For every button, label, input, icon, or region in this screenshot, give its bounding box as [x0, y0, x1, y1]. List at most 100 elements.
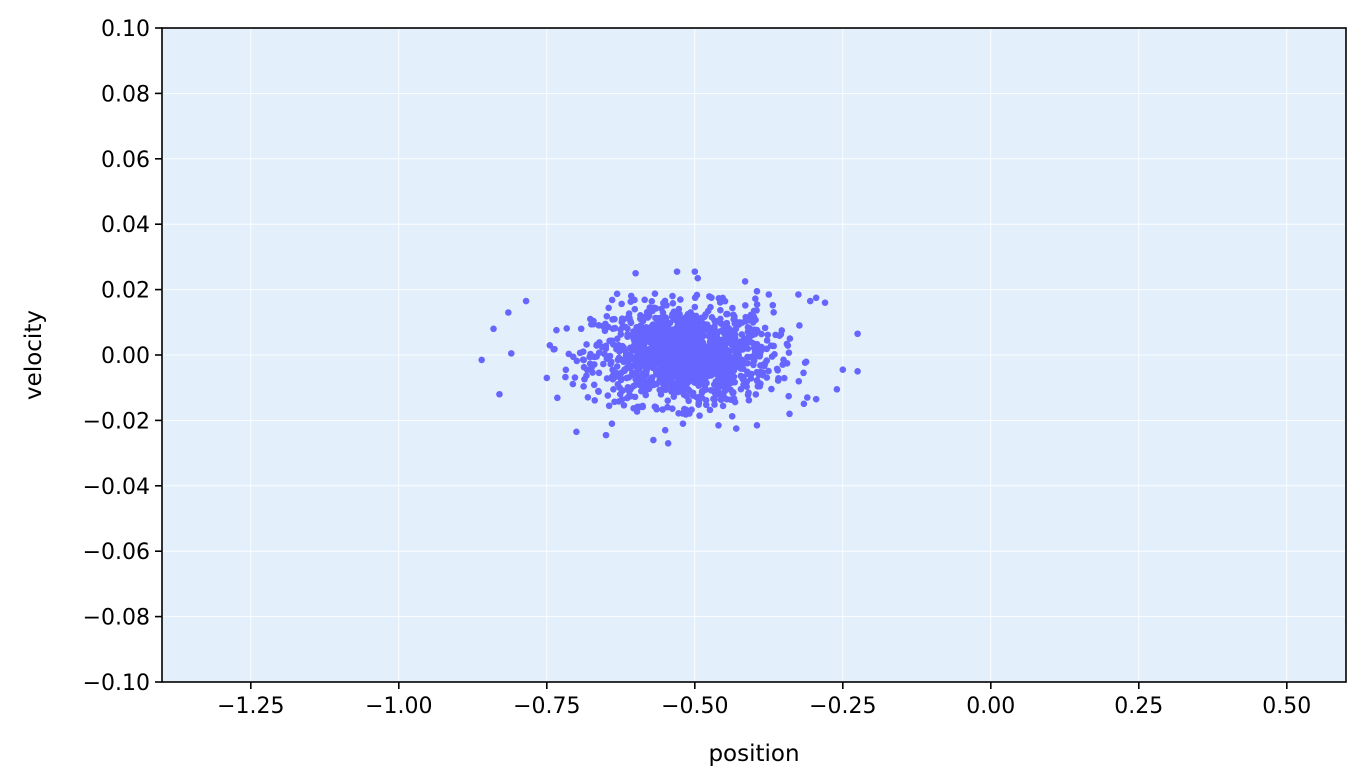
data-point [658, 305, 665, 312]
data-point [642, 323, 650, 331]
data-point [693, 291, 701, 299]
data-point [606, 352, 614, 360]
data-point [617, 331, 625, 338]
data-point [584, 394, 592, 401]
data-point [795, 291, 802, 298]
data-point [754, 327, 761, 335]
data-point [663, 349, 671, 357]
data-point [650, 341, 657, 348]
y-tick-label: −0.04 [83, 475, 150, 500]
data-point [636, 374, 644, 382]
data-point [652, 305, 660, 312]
data-point [721, 370, 729, 377]
data-point [839, 366, 847, 374]
data-point [657, 339, 665, 346]
data-point [786, 335, 794, 342]
data-point [774, 366, 782, 374]
data-point [496, 390, 503, 398]
data-point [628, 347, 636, 354]
data-point [685, 397, 692, 405]
data-point [625, 310, 633, 317]
y-tick-label: −0.08 [83, 606, 150, 631]
data-point [745, 396, 753, 404]
data-point [706, 406, 714, 414]
data-point [699, 326, 707, 334]
data-point [627, 364, 634, 372]
data-point [619, 387, 627, 394]
data-point [740, 381, 747, 388]
data-point [565, 350, 573, 358]
data-point [729, 304, 736, 312]
x-axis-label: position [708, 741, 799, 767]
data-point [613, 363, 621, 370]
data-point [757, 347, 765, 355]
data-point [579, 356, 587, 364]
data-point [718, 393, 725, 401]
data-point [696, 412, 703, 419]
data-point [666, 319, 674, 327]
data-point [753, 287, 761, 295]
data-point [758, 362, 766, 369]
data-point [605, 402, 613, 410]
data-points [478, 268, 861, 447]
data-point [765, 367, 772, 375]
data-point [598, 343, 606, 351]
data-point [717, 364, 724, 372]
data-point [753, 422, 761, 429]
data-point [708, 330, 715, 338]
data-point [682, 346, 690, 353]
data-point [711, 317, 718, 325]
data-point [785, 392, 792, 400]
data-point [759, 369, 767, 376]
data-point [616, 348, 623, 355]
data-point [601, 323, 609, 330]
data-point [563, 325, 571, 332]
data-point [708, 294, 715, 301]
data-point [628, 354, 636, 361]
data-point [715, 422, 722, 429]
data-point [587, 350, 594, 358]
data-point [707, 363, 715, 370]
data-point [586, 360, 594, 367]
data-point [740, 338, 748, 345]
data-point [742, 302, 749, 309]
data-point [653, 369, 660, 377]
data-point [744, 391, 752, 399]
data-point [725, 352, 733, 360]
data-point [677, 350, 684, 358]
data-point [620, 358, 627, 366]
data-point [801, 359, 809, 366]
data-point [753, 301, 761, 308]
data-point [622, 352, 630, 360]
data-point [620, 402, 628, 409]
data-point [611, 398, 618, 406]
data-point [728, 412, 736, 420]
data-point [669, 292, 676, 300]
data-point [652, 331, 660, 338]
data-point [619, 342, 626, 350]
data-point [648, 374, 656, 381]
data-point [711, 401, 718, 408]
data-point [702, 401, 710, 409]
data-point [630, 334, 638, 342]
data-point [698, 389, 706, 396]
data-point [680, 387, 688, 394]
data-point [507, 350, 515, 357]
x-axis-ticks: −1.25 −1.00 −0.75 −0.50 −0.25 0.00 0.25 0.50 [217, 682, 1311, 719]
data-point [677, 296, 684, 303]
data-point [796, 322, 803, 329]
data-point [623, 394, 631, 402]
y-tick-label: 0.06 [101, 148, 150, 173]
data-point [659, 362, 667, 370]
data-point [634, 343, 642, 350]
y-tick-label: 0.08 [101, 82, 150, 107]
data-point [700, 332, 708, 339]
data-point [691, 353, 698, 361]
data-point [715, 351, 722, 359]
data-point [644, 349, 652, 357]
data-point [608, 296, 616, 304]
data-point [638, 362, 645, 370]
data-point [577, 325, 585, 333]
data-point [767, 342, 775, 349]
x-tick-label: 0.25 [1114, 694, 1163, 719]
